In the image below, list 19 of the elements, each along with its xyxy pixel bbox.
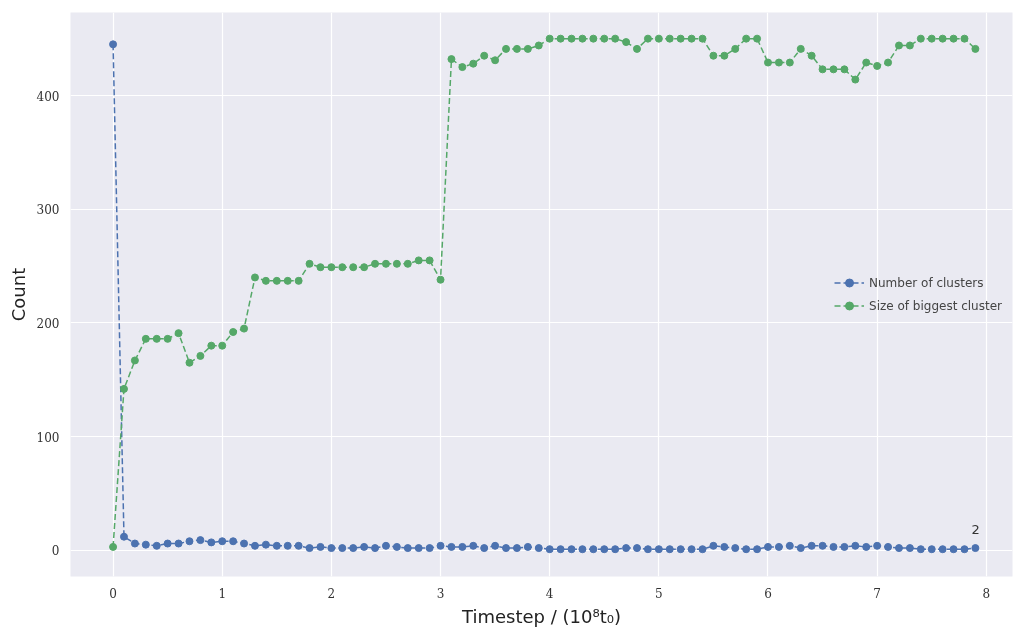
x-tick-label: 8 [982,586,991,601]
y-tick-label: 100 [36,430,60,445]
x-tick-label: 0 [109,586,117,601]
y-tick-label: 300 [36,203,60,218]
y-axis-title: Count [7,267,29,322]
x-tick-label: 5 [655,586,663,601]
x-tick-label: 4 [545,586,554,601]
x-axis-title: Timestep / (10⁸t₀) [461,605,621,627]
legend-label: Number of clusters [869,275,984,290]
x-tick-label: 3 [436,586,445,601]
annotation: 2 [971,522,980,538]
x-tick-label: 2 [327,586,336,601]
y-tick-label: 200 [36,316,60,331]
y-tick-label: 0 [51,544,60,559]
y-tick-label: 400 [36,89,60,104]
x-tick-label: 6 [764,586,772,601]
legend-label: Size of biggest cluster [869,298,1002,313]
x-tick-label: 1 [218,586,227,601]
x-tick-label: 7 [873,586,881,601]
